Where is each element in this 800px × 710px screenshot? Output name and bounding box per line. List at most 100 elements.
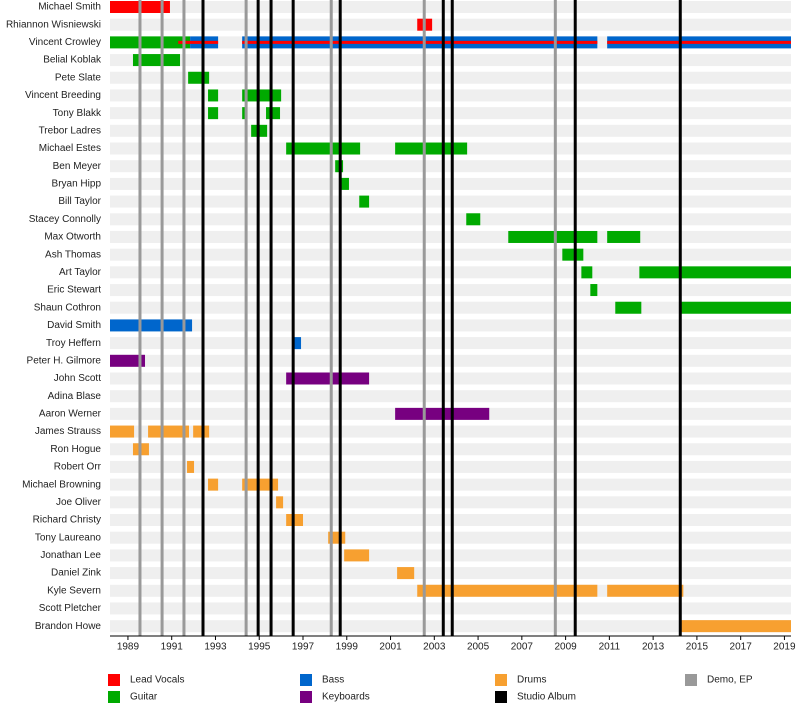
row-band — [110, 337, 791, 350]
member-name: James Strauss — [35, 426, 101, 437]
legend-swatch — [108, 691, 120, 703]
row-band — [110, 1, 791, 13]
member-bar — [132, 54, 181, 67]
member-bar — [208, 107, 219, 120]
member-name: Adina Blase — [48, 391, 102, 402]
row-band — [110, 71, 791, 84]
member-name: Pete Slate — [55, 72, 102, 83]
member-bar — [276, 496, 284, 509]
row-band — [110, 319, 791, 332]
legend-swatch — [108, 674, 120, 686]
member-name: Brandon Howe — [35, 621, 102, 632]
member-name: Jonathan Lee — [40, 550, 101, 561]
member-bar — [681, 620, 791, 633]
member-bar — [178, 40, 219, 44]
member-name: John Scott — [54, 373, 101, 384]
x-tick-label: 2013 — [642, 642, 665, 653]
row-band — [110, 124, 791, 137]
member-bar — [359, 195, 370, 208]
member-bar — [607, 230, 641, 243]
member-name: Max Otworth — [44, 232, 101, 243]
row-band — [110, 620, 791, 633]
member-bar — [110, 425, 135, 438]
member-name: Michael Estes — [39, 143, 101, 154]
member-name: Robert Orr — [54, 462, 102, 473]
member-bar — [607, 584, 684, 597]
x-tick-label: 2009 — [554, 642, 577, 653]
member-name: Eric Stewart — [47, 285, 101, 296]
member-name: Aaron Werner — [39, 409, 102, 420]
member-name: Ben Meyer — [53, 161, 102, 172]
member-bar — [395, 142, 468, 155]
row-band — [110, 549, 791, 562]
row-band — [110, 567, 791, 580]
member-bar — [110, 36, 191, 49]
legend-swatch — [685, 674, 697, 686]
member-name: Kyle Severn — [47, 585, 101, 596]
member-bar — [581, 266, 593, 279]
member-bar — [242, 40, 598, 44]
x-tick-label: 1999 — [336, 642, 359, 653]
member-name: David Smith — [47, 320, 101, 331]
row-band — [110, 248, 791, 261]
member-bar — [110, 354, 146, 367]
member-bar — [148, 425, 189, 438]
x-tick-label: 2019 — [773, 642, 796, 653]
member-name: Ron Hogue — [50, 444, 101, 455]
member-name: Troy Heffern — [46, 338, 101, 349]
member-bar — [341, 177, 349, 190]
member-bar — [193, 425, 210, 438]
x-tick-label: 2005 — [467, 642, 490, 653]
member-bar — [397, 567, 415, 580]
member-name: Trebor Ladres — [39, 125, 101, 136]
x-tick-label: 1993 — [204, 642, 227, 653]
x-tick-label: 1997 — [292, 642, 315, 653]
x-tick-label: 2011 — [599, 642, 621, 653]
member-bar — [615, 301, 642, 314]
member-name: Rhiannon Wisniewski — [6, 19, 101, 30]
member-bar — [344, 549, 370, 562]
row-band — [110, 425, 791, 438]
member-name: Peter H. Gilmore — [27, 355, 102, 366]
member-name: Bill Taylor — [58, 196, 101, 207]
x-tick-label: 1989 — [117, 642, 140, 653]
legend-label: Lead Vocals — [130, 675, 185, 686]
row-band — [110, 195, 791, 208]
member-name: Daniel Zink — [51, 568, 102, 579]
member-name: Richard Christy — [33, 515, 101, 526]
row-band — [110, 213, 791, 226]
row-band — [110, 460, 791, 473]
legend-label: Keyboards — [322, 692, 370, 703]
x-tick-label: 2003 — [423, 642, 446, 653]
x-tick-label: 2001 — [379, 642, 402, 653]
legend-swatch — [495, 691, 507, 703]
row-band — [110, 54, 791, 67]
member-name: Tony Blakk — [53, 108, 102, 119]
member-bar — [562, 248, 584, 261]
row-band — [110, 390, 791, 403]
member-bar — [466, 213, 481, 226]
legend-label: Drums — [517, 675, 546, 686]
legend-swatch — [300, 674, 312, 686]
member-bar — [417, 584, 598, 597]
member-name: Shaun Cothron — [34, 302, 101, 313]
member-bar — [508, 230, 598, 243]
row-band — [110, 602, 791, 615]
legend-label: Studio Album — [517, 692, 576, 703]
row-band — [110, 514, 791, 527]
member-name: Joe Oliver — [56, 497, 102, 508]
member-bar — [639, 266, 791, 279]
member-name: Belial Koblak — [43, 55, 102, 66]
legend-swatch — [300, 691, 312, 703]
member-name: Stacey Connolly — [29, 214, 101, 225]
row-band — [110, 18, 791, 31]
member-bar — [110, 319, 193, 332]
legend-label: Bass — [322, 675, 344, 686]
row-band — [110, 478, 791, 491]
member-bar — [188, 71, 210, 84]
member-bar — [208, 89, 219, 102]
member-name: Michael Browning — [22, 479, 101, 490]
legend-swatch — [495, 674, 507, 686]
x-tick-label: 2017 — [730, 642, 753, 653]
member-bar — [187, 460, 195, 473]
